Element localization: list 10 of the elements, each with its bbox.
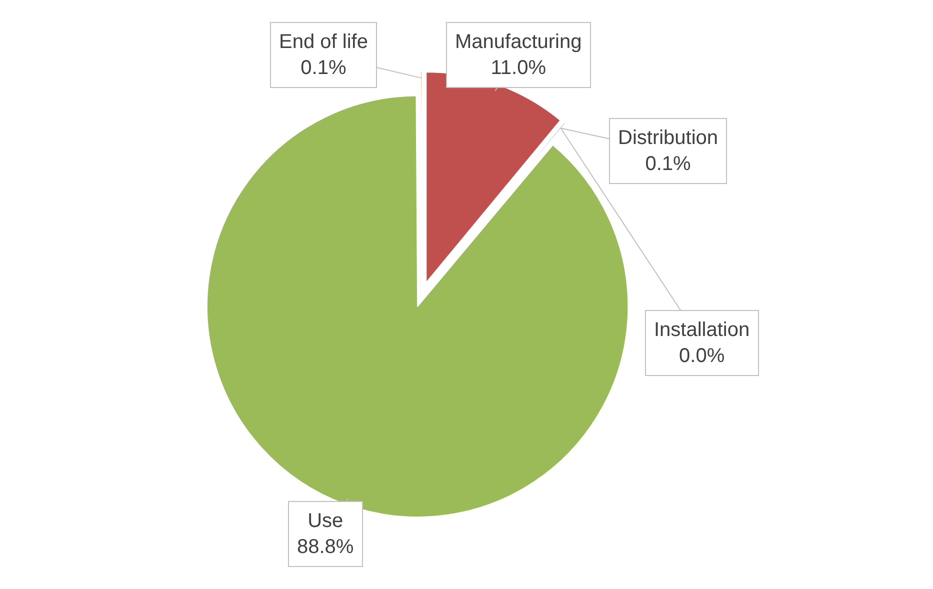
data-label: 11.0%	[490, 57, 546, 79]
data-label: 0.1%	[645, 153, 692, 175]
category-label: Installation	[654, 319, 750, 341]
slice-label: End of life	[279, 31, 368, 53]
slice-label: Use	[308, 510, 344, 532]
data-label: 0.1%	[300, 57, 346, 79]
data-label: 88.8%	[297, 536, 354, 558]
slice-label: Distribution	[618, 127, 718, 149]
slice-label: Manufacturing	[455, 31, 582, 53]
text: 0.0%	[679, 345, 725, 367]
